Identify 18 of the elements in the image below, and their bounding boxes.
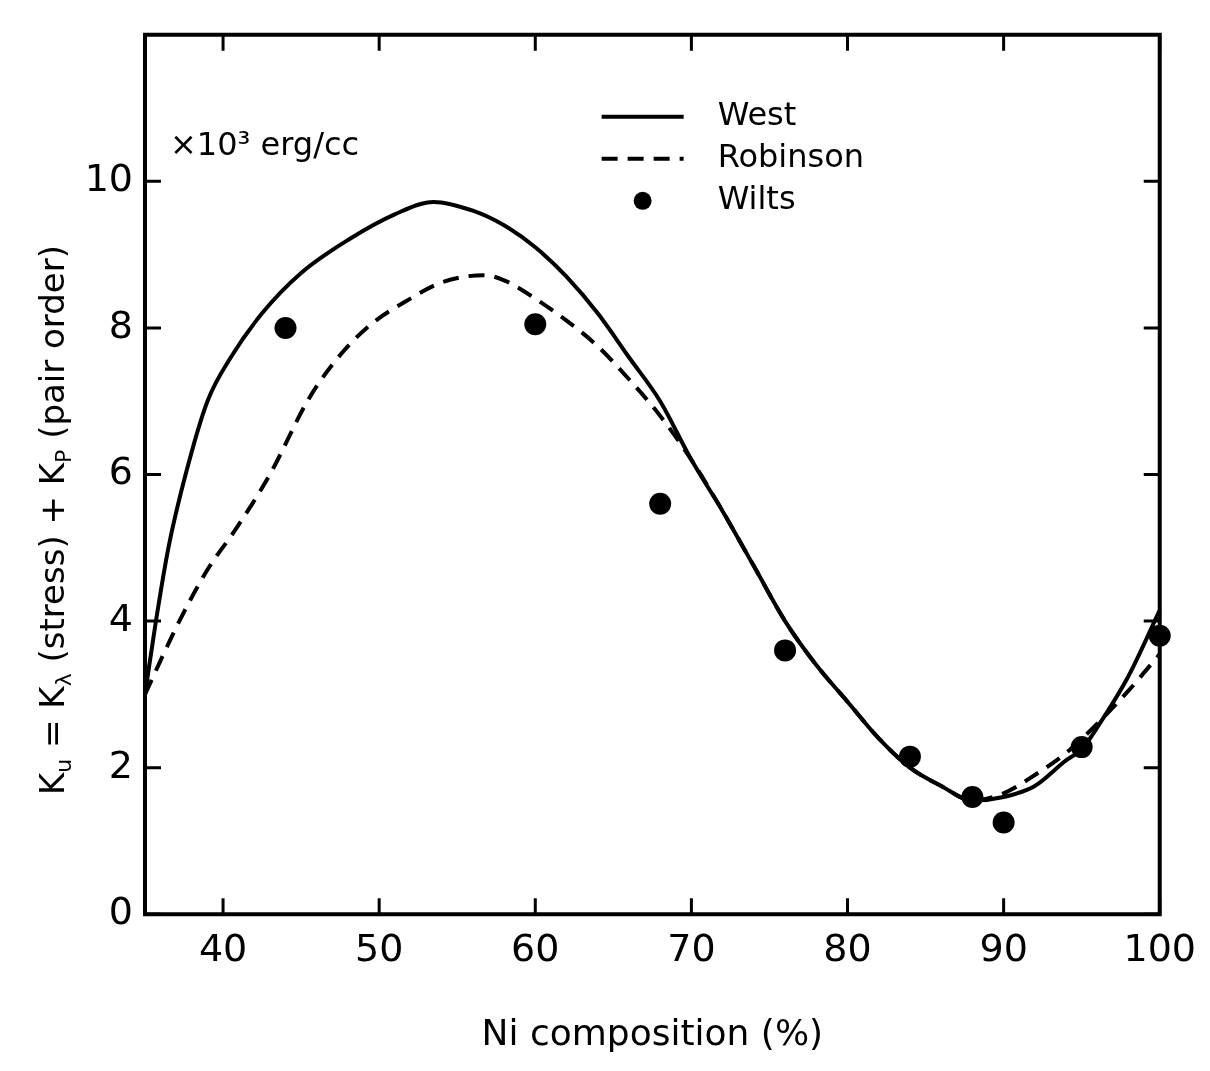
legend-label: Wilts (717, 179, 796, 218)
y-tick-label: 6 (108, 449, 133, 494)
x-tick-label: 40 (198, 925, 248, 970)
x-tick-label: 60 (511, 925, 560, 970)
x-tick-label: 70 (667, 925, 716, 970)
y-tick-label: 4 (108, 595, 133, 640)
annotation: ×10³ erg/cc (170, 125, 360, 164)
x-tick-label: 50 (354, 925, 404, 970)
y-tick-label: 10 (84, 156, 133, 201)
legend-label: West (717, 95, 797, 134)
y-tick-label: 2 (108, 742, 133, 787)
legend-label: Robinson (717, 137, 865, 176)
x-tick-label: 100 (1123, 925, 1196, 970)
x-tick-label: 90 (979, 925, 1028, 970)
x-tick-label: 80 (823, 925, 872, 970)
x-axis-title: Ni composition (%) (481, 1011, 824, 1053)
y-tick-label: 0 (108, 889, 133, 934)
y-tick-label: 8 (108, 302, 133, 347)
